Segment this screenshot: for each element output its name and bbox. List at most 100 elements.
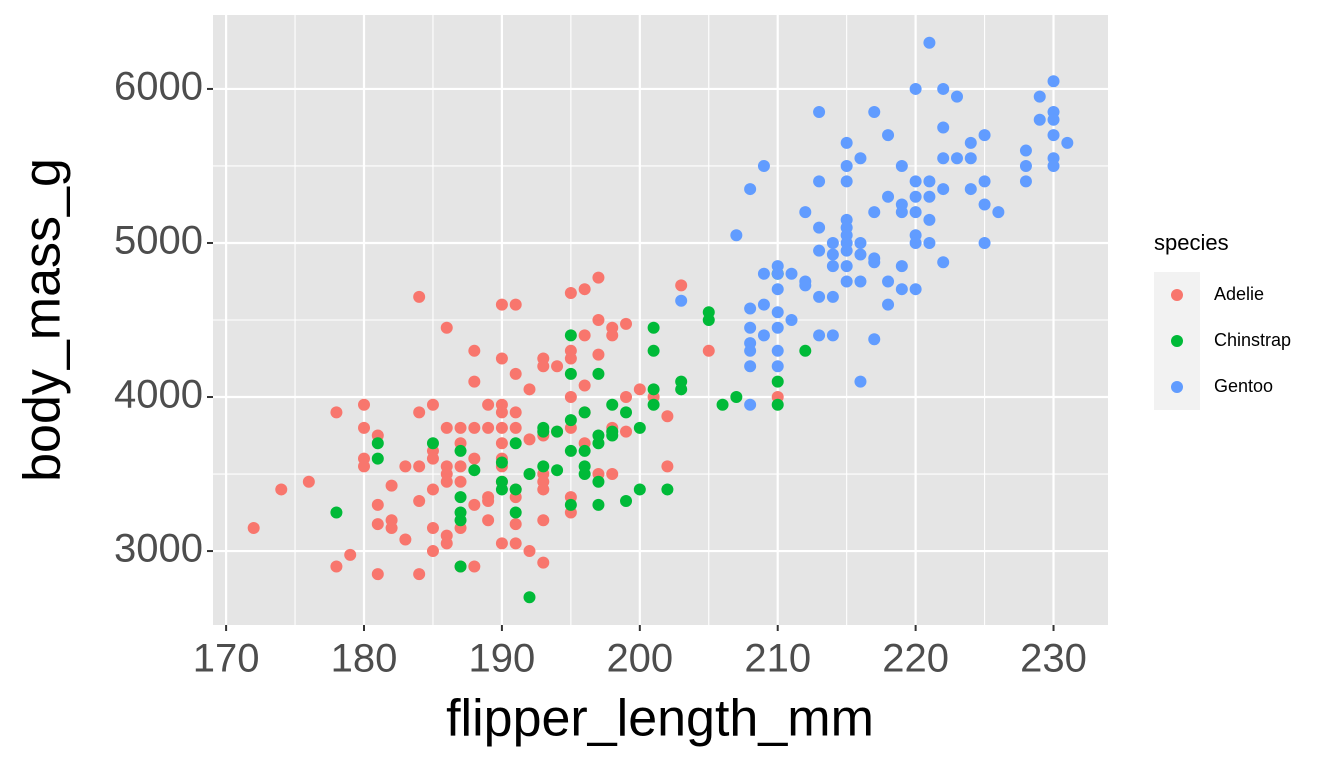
- data-point: [813, 221, 826, 234]
- data-point: [564, 444, 577, 457]
- data-point: [620, 425, 633, 438]
- data-point: [771, 398, 784, 411]
- data-point: [895, 159, 908, 172]
- data-point: [495, 537, 508, 550]
- data-point: [826, 236, 839, 249]
- data-point: [495, 437, 508, 450]
- data-point: [385, 521, 398, 534]
- data-point: [813, 175, 826, 188]
- data-point: [247, 521, 260, 534]
- data-point: [413, 406, 426, 419]
- data-point: [620, 406, 633, 419]
- data-point: [799, 279, 812, 292]
- data-point: [923, 175, 936, 188]
- data-point: [937, 183, 950, 196]
- data-point: [937, 256, 950, 269]
- data-point: [371, 452, 384, 465]
- data-point: [771, 344, 784, 357]
- x-tick-label: 210: [744, 637, 811, 681]
- data-point: [454, 560, 467, 573]
- data-point: [302, 475, 315, 488]
- data-point: [785, 314, 798, 326]
- data-point: [592, 271, 605, 284]
- data-point: [840, 275, 853, 288]
- data-point: [275, 483, 288, 496]
- data-point: [826, 290, 839, 303]
- data-point: [592, 475, 605, 488]
- data-point: [633, 383, 646, 396]
- data-point: [468, 464, 481, 477]
- data-point: [744, 360, 757, 373]
- data-point: [440, 321, 453, 334]
- data-point: [509, 506, 522, 519]
- data-point: [564, 498, 577, 511]
- data-point: [964, 183, 977, 196]
- data-point: [895, 206, 908, 219]
- data-point: [744, 344, 757, 357]
- data-point: [606, 468, 619, 481]
- data-point: [578, 468, 591, 481]
- data-point: [895, 283, 908, 296]
- data-point: [675, 383, 688, 396]
- data-point: [937, 82, 950, 95]
- data-point: [468, 498, 481, 511]
- data-point: [882, 190, 895, 203]
- data-point: [813, 106, 826, 119]
- data-point: [992, 206, 1005, 219]
- data-point: [730, 229, 743, 242]
- data-point: [854, 236, 867, 249]
- data-point: [854, 152, 867, 165]
- x-tick-label: 220: [882, 637, 949, 681]
- data-point: [551, 360, 564, 373]
- data-point: [785, 267, 798, 280]
- data-point: [909, 190, 922, 203]
- data-point: [675, 294, 688, 307]
- y-tick-label: 3000: [114, 527, 203, 571]
- data-point: [495, 298, 508, 311]
- x-tick-label: 230: [1020, 637, 1087, 681]
- data-point: [495, 421, 508, 434]
- data-point: [564, 414, 577, 427]
- data-point: [482, 421, 495, 434]
- data-point: [895, 260, 908, 273]
- data-point: [358, 421, 371, 434]
- data-point: [1047, 113, 1060, 126]
- data-point: [551, 425, 564, 438]
- data-point: [482, 514, 495, 527]
- data-point: [426, 521, 439, 534]
- data-point: [716, 398, 729, 411]
- data-point: [564, 391, 577, 404]
- data-point: [978, 198, 991, 211]
- data-point: [509, 537, 522, 550]
- data-point: [385, 479, 398, 492]
- data-point: [840, 136, 853, 149]
- data-point: [413, 568, 426, 581]
- data-point: [950, 152, 963, 165]
- data-point: [564, 329, 577, 342]
- x-tick-label: 190: [469, 637, 536, 681]
- legend-label: Gentoo: [1214, 376, 1273, 396]
- data-point: [909, 82, 922, 95]
- data-point: [840, 244, 853, 257]
- data-point: [909, 175, 922, 188]
- x-axis-title: flipper_length_mm: [446, 690, 874, 748]
- data-point: [647, 321, 660, 334]
- data-point: [523, 468, 536, 481]
- legend-marker: [1171, 289, 1183, 301]
- data-point: [523, 591, 536, 604]
- y-axis-title: body_mass_g: [14, 158, 72, 482]
- data-point: [868, 206, 881, 219]
- data-point: [330, 406, 343, 419]
- data-point: [606, 398, 619, 411]
- data-point: [757, 159, 770, 172]
- data-point: [523, 545, 536, 558]
- data-point: [426, 437, 439, 450]
- data-point: [371, 437, 384, 450]
- data-point: [813, 290, 826, 303]
- data-point: [882, 298, 895, 311]
- x-tick-label: 170: [193, 637, 260, 681]
- data-point: [909, 236, 922, 249]
- data-point: [978, 236, 991, 249]
- data-point: [454, 514, 467, 527]
